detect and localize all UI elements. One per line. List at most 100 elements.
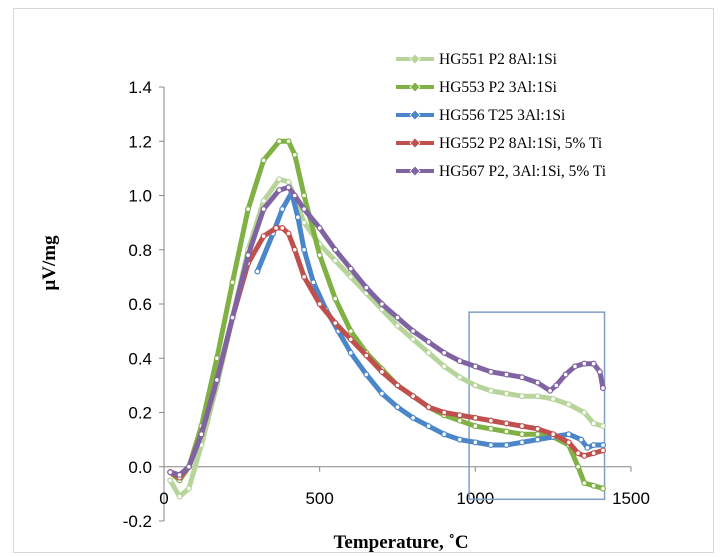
data-point bbox=[285, 230, 292, 237]
data-point bbox=[176, 471, 183, 478]
data-point bbox=[599, 385, 606, 392]
data-point bbox=[571, 363, 578, 370]
y-tick-label: 0.4 bbox=[128, 349, 152, 368]
data-point bbox=[441, 431, 448, 438]
legend-marker bbox=[409, 81, 421, 93]
data-point bbox=[425, 404, 432, 411]
data-point bbox=[487, 368, 494, 375]
data-point bbox=[310, 279, 317, 286]
data-point bbox=[425, 423, 432, 430]
data-point bbox=[378, 301, 385, 308]
legend-marker bbox=[409, 109, 421, 121]
data-point bbox=[279, 206, 286, 213]
data-point bbox=[534, 379, 541, 386]
data-point bbox=[503, 442, 510, 449]
data-point bbox=[363, 352, 370, 359]
data-point bbox=[363, 284, 370, 291]
data-point bbox=[229, 279, 236, 286]
data-point bbox=[213, 355, 220, 362]
data-point bbox=[291, 151, 298, 158]
series-1 bbox=[167, 176, 606, 500]
x-axis-title: Temperature, ˚C bbox=[333, 532, 468, 553]
y-tick-label: 0.2 bbox=[128, 404, 152, 423]
data-point bbox=[347, 336, 354, 343]
data-point bbox=[590, 360, 597, 367]
data-point bbox=[590, 450, 597, 457]
data-point bbox=[534, 393, 541, 400]
chart: -0.2 0.0 0.2 0.4 0.6 0.8 1.0 1.2 1.4 0 500 1000 1500… bbox=[39, 51, 650, 553]
data-point bbox=[245, 206, 252, 213]
data-point bbox=[291, 192, 298, 199]
data-point bbox=[472, 382, 479, 389]
data-point bbox=[456, 374, 463, 381]
data-point bbox=[562, 371, 569, 378]
data-point bbox=[294, 214, 301, 221]
data-point bbox=[273, 225, 280, 232]
legend-item-3: HG556 T25 3Al:1Si bbox=[396, 107, 566, 124]
legend-label: HG551 P2 8Al:1Si bbox=[439, 51, 558, 68]
data-point bbox=[301, 246, 308, 253]
data-point bbox=[534, 425, 541, 432]
data-point bbox=[167, 477, 174, 484]
data-point bbox=[260, 206, 267, 213]
data-point bbox=[487, 417, 494, 424]
data-point bbox=[519, 439, 526, 446]
data-point bbox=[213, 376, 220, 383]
y-tick-label: 0.0 bbox=[128, 458, 152, 477]
data-point bbox=[581, 360, 588, 367]
data-point bbox=[167, 469, 174, 476]
axes: -0.2 0.0 0.2 0.4 0.6 0.8 1.0 1.2 1.4 0 500 1000 1500 bbox=[123, 78, 650, 531]
data-point bbox=[581, 409, 588, 416]
data-point bbox=[565, 401, 572, 408]
data-point bbox=[316, 225, 323, 232]
data-point bbox=[534, 431, 541, 438]
data-point bbox=[347, 349, 354, 356]
data-point bbox=[185, 485, 192, 492]
data-point bbox=[276, 138, 283, 145]
data-point bbox=[260, 157, 267, 164]
y-tick-label: 0.8 bbox=[128, 241, 152, 260]
data-point bbox=[575, 463, 582, 470]
data-point bbox=[410, 393, 417, 400]
legend-label: HG567 P2, 3Al:1Si, 5% Ti bbox=[439, 163, 607, 180]
legend-marker bbox=[409, 137, 421, 149]
data-point bbox=[441, 363, 448, 370]
data-point bbox=[581, 480, 588, 487]
data-point bbox=[441, 409, 448, 416]
data-point bbox=[394, 314, 401, 321]
data-point bbox=[347, 265, 354, 272]
y-tick-label: 1.2 bbox=[128, 132, 152, 151]
data-point bbox=[198, 431, 205, 438]
legend-label: HG553 P2 3Al:1Si bbox=[439, 79, 558, 96]
data-point bbox=[301, 206, 308, 213]
legend-item-2: HG553 P2 3Al:1Si bbox=[396, 79, 558, 96]
data-point bbox=[332, 295, 339, 302]
data-point bbox=[590, 482, 597, 489]
x-tick-label: 1500 bbox=[612, 489, 650, 508]
highlight-box bbox=[468, 311, 606, 501]
data-point bbox=[441, 349, 448, 356]
data-point bbox=[394, 322, 401, 329]
y-tick-label: 0.6 bbox=[128, 295, 152, 314]
data-point bbox=[301, 192, 308, 199]
data-point bbox=[550, 395, 557, 402]
data-point bbox=[599, 447, 606, 454]
data-point bbox=[394, 382, 401, 389]
data-point bbox=[276, 187, 283, 194]
data-point bbox=[378, 368, 385, 375]
data-point bbox=[596, 368, 603, 375]
y-axis-title: µV/mg bbox=[39, 235, 60, 291]
data-point bbox=[503, 420, 510, 427]
data-point bbox=[487, 387, 494, 394]
x-tick-label: 500 bbox=[305, 489, 333, 508]
data-point bbox=[472, 363, 479, 370]
data-point bbox=[472, 414, 479, 421]
data-point bbox=[456, 357, 463, 364]
series-line bbox=[167, 176, 606, 500]
series-5 bbox=[167, 184, 606, 478]
data-point bbox=[472, 423, 479, 430]
data-point bbox=[363, 371, 370, 378]
data-point bbox=[316, 252, 323, 259]
data-point bbox=[332, 319, 339, 326]
data-point bbox=[456, 417, 463, 424]
